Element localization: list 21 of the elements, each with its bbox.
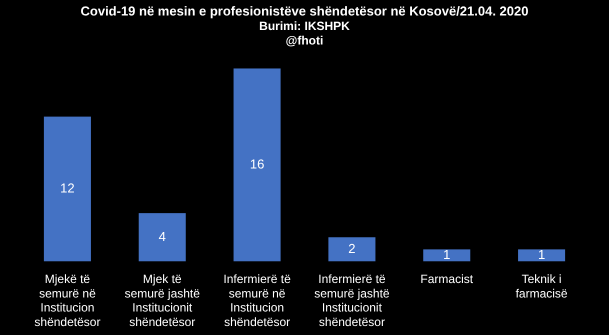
bar	[44, 116, 91, 262]
bar	[328, 237, 376, 262]
chart-title: Covid-19 në mesin e profesionistëve shëndetësor në Kosovë/21.04. 2020	[80, 3, 528, 18]
bar	[138, 213, 186, 262]
bar	[234, 68, 281, 262]
x-tick-label: Mjekë të semurë në Institucion shëndetësor	[34, 272, 100, 330]
bar	[423, 249, 470, 262]
x-tick-label: Farmacist	[420, 272, 474, 286]
data-label: 2	[348, 240, 356, 256]
x-tick-label: Infermierë të semurë jashtë Institucionit shëndetësor	[314, 272, 390, 330]
text: @fhoti	[286, 34, 324, 48]
data-label: 1	[538, 246, 546, 262]
bar	[518, 249, 566, 262]
data-label: 1	[443, 246, 450, 262]
x-tick-label: Teknik i farmacisë	[516, 272, 568, 300]
x-tick-label: Infermierë të semurë në Institucion shëndetësor	[223, 272, 292, 330]
data-label: 16	[250, 156, 264, 172]
data-label: 4	[158, 228, 166, 244]
x-tick-label: Mjek të semurë jashtë Institucionit shëndetësor	[124, 272, 200, 330]
chart-subtitle: Burimi: IKSHPK	[259, 19, 350, 34]
data-label: 12	[60, 180, 75, 196]
